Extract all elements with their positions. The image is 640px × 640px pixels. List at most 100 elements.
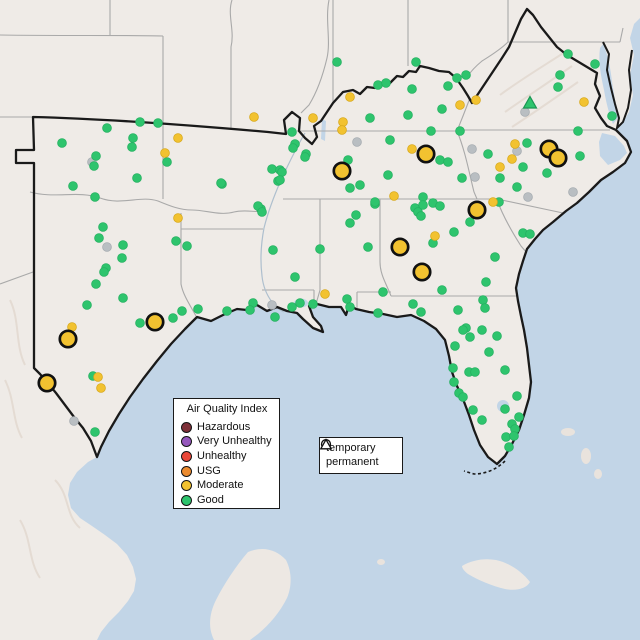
station-marker-good[interactable] xyxy=(91,151,101,161)
station-marker-moderate[interactable] xyxy=(160,148,170,158)
station-marker-good[interactable] xyxy=(495,173,505,183)
station-marker-good[interactable] xyxy=(590,59,600,69)
station-marker-good[interactable] xyxy=(365,113,375,123)
station-marker-good[interactable] xyxy=(518,162,528,172)
station-marker-good[interactable] xyxy=(481,277,491,287)
station-marker-moderate[interactable] xyxy=(579,97,589,107)
station-marker-good[interactable] xyxy=(363,242,373,252)
station-marker-good[interactable] xyxy=(117,253,127,263)
station-marker-good[interactable] xyxy=(332,57,342,67)
station-marker-moderate[interactable] xyxy=(249,112,259,122)
station-marker-moderate[interactable] xyxy=(407,144,417,154)
station-marker-good[interactable] xyxy=(542,168,552,178)
station-marker-good[interactable] xyxy=(435,155,445,165)
station-marker-good[interactable] xyxy=(525,229,535,239)
station-marker-good[interactable] xyxy=(345,302,355,312)
station-marker-good[interactable] xyxy=(385,135,395,145)
station-marker-good[interactable] xyxy=(193,304,203,314)
station-marker-good[interactable] xyxy=(501,432,511,442)
station-marker-moderate[interactable] xyxy=(488,197,498,207)
station-marker-good[interactable] xyxy=(449,377,459,387)
station-marker-good[interactable] xyxy=(452,73,462,83)
station-marker-moderate[interactable] xyxy=(308,113,318,123)
station-marker-good[interactable] xyxy=(118,240,128,250)
station-marker-good[interactable] xyxy=(127,142,137,152)
station-marker-good[interactable] xyxy=(182,241,192,251)
station-marker-good[interactable] xyxy=(345,218,355,228)
station-marker-good[interactable] xyxy=(267,164,277,174)
station-marker-missing[interactable] xyxy=(467,144,477,154)
station-marker-good[interactable] xyxy=(381,78,391,88)
station-marker-good[interactable] xyxy=(435,201,445,211)
station-marker-moderate[interactable] xyxy=(337,125,347,135)
station-marker-good[interactable] xyxy=(118,293,128,303)
station-marker-good[interactable] xyxy=(342,294,352,304)
station-marker-good[interactable] xyxy=(514,412,524,422)
station-marker-good[interactable] xyxy=(416,211,426,221)
station-marker-good[interactable] xyxy=(573,126,583,136)
station-marker-moderate[interactable] xyxy=(430,231,440,241)
station-marker-moderate[interactable] xyxy=(345,92,355,102)
station-marker-good[interactable] xyxy=(268,245,278,255)
station-marker-good[interactable] xyxy=(418,200,428,210)
station-marker-moderate[interactable] xyxy=(471,95,481,105)
station-marker-good[interactable] xyxy=(470,367,480,377)
station-marker-moderate[interactable] xyxy=(455,100,465,110)
station-marker-good[interactable] xyxy=(102,123,112,133)
station-marker-moderate[interactable] xyxy=(495,162,505,172)
station-marker-good[interactable] xyxy=(450,341,460,351)
station-marker-good[interactable] xyxy=(90,192,100,202)
station-marker-moderate-large[interactable] xyxy=(37,373,57,393)
station-marker-good[interactable] xyxy=(89,161,99,171)
station-marker-good[interactable] xyxy=(216,178,226,188)
station-marker-missing[interactable] xyxy=(102,242,112,252)
station-marker-good[interactable] xyxy=(287,127,297,137)
station-marker-moderate-large[interactable] xyxy=(416,144,436,164)
station-marker-moderate[interactable] xyxy=(389,191,399,201)
station-marker-good[interactable] xyxy=(480,303,490,313)
station-marker-good[interactable] xyxy=(295,298,305,308)
station-marker-good[interactable] xyxy=(443,81,453,91)
station-marker-good[interactable] xyxy=(500,404,510,414)
station-marker-good[interactable] xyxy=(455,126,465,136)
station-marker-missing[interactable] xyxy=(568,187,578,197)
station-marker-moderate-large[interactable] xyxy=(467,200,487,220)
station-marker-good[interactable] xyxy=(378,287,388,297)
station-marker-moderate[interactable] xyxy=(320,289,330,299)
station-marker-missing[interactable] xyxy=(352,137,362,147)
station-marker-good[interactable] xyxy=(448,363,458,373)
station-marker-good[interactable] xyxy=(437,285,447,295)
station-marker-good[interactable] xyxy=(290,272,300,282)
station-marker-good[interactable] xyxy=(449,227,459,237)
station-marker-good[interactable] xyxy=(437,104,447,114)
station-marker-good[interactable] xyxy=(490,252,500,262)
station-marker-good[interactable] xyxy=(153,118,163,128)
station-marker-good[interactable] xyxy=(484,347,494,357)
station-marker-moderate[interactable] xyxy=(510,139,520,149)
station-marker-good[interactable] xyxy=(222,306,232,316)
station-marker-good[interactable] xyxy=(512,391,522,401)
station-marker-good[interactable] xyxy=(82,300,92,310)
station-marker-good[interactable] xyxy=(99,267,109,277)
station-marker-moderate-large[interactable] xyxy=(58,329,78,349)
station-marker-good[interactable] xyxy=(98,222,108,232)
station-marker-good[interactable] xyxy=(477,415,487,425)
station-marker-permanent-good[interactable] xyxy=(522,95,538,109)
station-marker-good[interactable] xyxy=(132,173,142,183)
station-marker-good[interactable] xyxy=(418,192,428,202)
station-marker-good[interactable] xyxy=(135,117,145,127)
station-marker-moderate-large[interactable] xyxy=(412,262,432,282)
station-marker-good[interactable] xyxy=(257,207,267,217)
station-marker-good[interactable] xyxy=(443,157,453,167)
station-marker-good[interactable] xyxy=(453,305,463,315)
station-marker-good[interactable] xyxy=(509,431,519,441)
station-marker-good[interactable] xyxy=(355,180,365,190)
station-marker-good[interactable] xyxy=(426,126,436,136)
station-marker-missing[interactable] xyxy=(267,300,277,310)
station-marker-good[interactable] xyxy=(457,173,467,183)
station-marker-good[interactable] xyxy=(171,236,181,246)
station-marker-good[interactable] xyxy=(458,392,468,402)
station-marker-moderate[interactable] xyxy=(93,372,103,382)
station-marker-good[interactable] xyxy=(522,138,532,148)
station-marker-good[interactable] xyxy=(458,325,468,335)
